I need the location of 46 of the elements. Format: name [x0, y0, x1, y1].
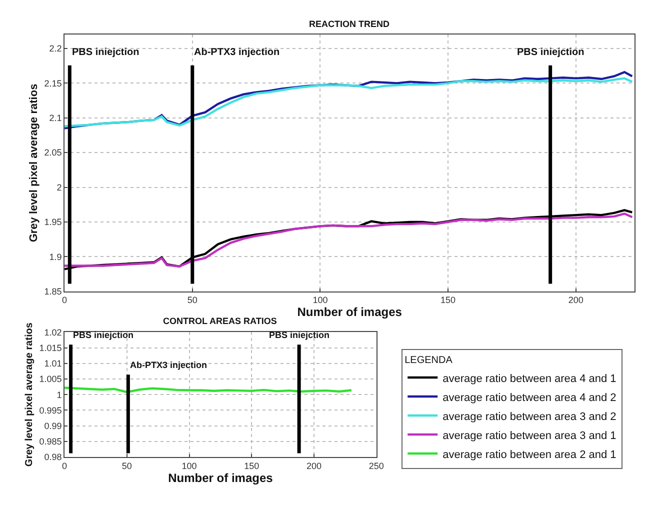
x-tick-label: 150 [244, 460, 260, 471]
chart-title: CONTROL AREAS RATIOS [163, 316, 277, 326]
x-tick-label: 50 [122, 460, 132, 471]
y-tick-label: 1.02 [44, 327, 62, 338]
ref-line-label: Ab-PTX3 injection [194, 47, 280, 58]
legend-label: average ratio between area 4 and 1 [442, 372, 616, 385]
legend-label: average ratio between area 4 and 2 [442, 392, 616, 404]
y-tick-label: 1.005 [39, 374, 62, 384]
y-axis-title: Grey level pixel average ratios [24, 322, 36, 467]
ref-line-label: PBS iniejction [73, 330, 134, 340]
x-axis-title: Number of images [168, 470, 274, 485]
ref-line-label: Ab-PTX3 injection [130, 360, 208, 370]
chart-title: REACTION TREND [309, 19, 390, 29]
y-tick-label: 1 [56, 390, 62, 400]
ref-line-label: PBS iniejction [517, 47, 584, 58]
legend-label: average ratio between area 2 and 1 [442, 448, 616, 461]
y-tick-label: 1.85 [44, 286, 62, 297]
y-tick-label: 2.15 [44, 78, 62, 88]
y-tick-label: 2.2 [49, 44, 62, 54]
x-axis-title: Number of images [297, 305, 402, 320]
x-tick-label: 100 [182, 460, 197, 471]
y-tick-label: 2.1 [49, 113, 62, 124]
x-tick-label: 0 [62, 295, 68, 306]
legend-label: average ratio between area 3 and 2 [442, 410, 616, 423]
y-tick-label: 2 [56, 182, 62, 192]
x-tick-label: 250 [368, 460, 384, 471]
x-tick-label: 50 [187, 295, 198, 306]
y-axis-title: Grey level pixel average ratios [28, 84, 40, 242]
x-tick-label: 200 [568, 295, 584, 306]
y-tick-label: 0.985 [39, 436, 62, 447]
legend-title: LEGENDA [404, 355, 453, 366]
y-tick-label: 1.01 [44, 358, 62, 369]
y-tick-label: 1.95 [44, 217, 62, 228]
y-tick-label: 0.98 [44, 452, 62, 462]
y-tick-label: 0.99 [44, 420, 62, 431]
y-tick-label: 1.9 [49, 252, 62, 262]
legend-label: average ratio between area 3 and 1 [442, 430, 616, 442]
ref-line-label: PBS iniejction [269, 330, 330, 340]
x-tick-label: 100 [312, 295, 328, 306]
y-tick-label: 1.015 [39, 342, 62, 353]
x-tick-label: 200 [306, 460, 322, 471]
x-tick-label: 150 [440, 295, 456, 306]
x-tick-label: 0 [62, 460, 68, 471]
ref-line-label: PBS iniejction [72, 47, 140, 58]
y-tick-label: 2.05 [44, 148, 62, 158]
y-tick-label: 0.995 [39, 405, 62, 416]
